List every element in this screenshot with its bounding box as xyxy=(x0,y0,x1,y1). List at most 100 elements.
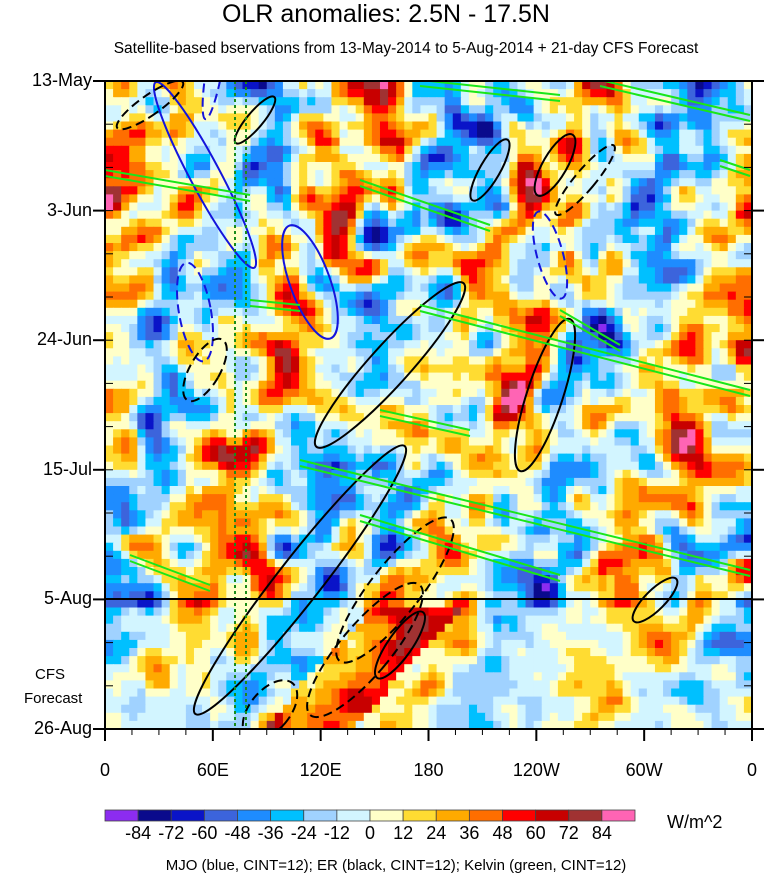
field-cell xyxy=(105,275,114,285)
field-cell xyxy=(218,210,227,220)
field-cell xyxy=(493,218,502,228)
field-cell xyxy=(258,315,268,325)
field-cell xyxy=(177,162,187,171)
field-cell xyxy=(250,380,260,390)
field-cell xyxy=(258,129,268,139)
field-cell xyxy=(291,526,300,536)
field-cell xyxy=(743,186,752,195)
field-cell xyxy=(493,372,502,382)
field-cell xyxy=(129,186,138,195)
field-cell xyxy=(185,364,195,374)
field-cell xyxy=(525,153,535,163)
field-cell xyxy=(363,405,373,414)
field-cell xyxy=(331,429,341,438)
field-cell xyxy=(525,364,535,374)
field-cell xyxy=(654,510,664,519)
field-cell xyxy=(735,243,745,252)
field-cell xyxy=(339,234,349,244)
field-cell xyxy=(210,251,219,260)
field-cell xyxy=(315,356,324,366)
field-cell xyxy=(598,413,608,422)
field-cell xyxy=(266,218,276,228)
field-cell xyxy=(452,226,462,236)
field-cell xyxy=(202,186,211,195)
field-cell xyxy=(638,437,648,447)
field-cell xyxy=(711,170,721,179)
field-cell xyxy=(282,380,292,390)
field-cell xyxy=(687,291,696,301)
field-cell xyxy=(646,89,656,98)
field-cell xyxy=(477,405,486,414)
field-cell xyxy=(525,210,535,220)
field-cell xyxy=(622,526,632,536)
field-cell xyxy=(282,340,292,349)
field-cell xyxy=(315,445,324,455)
field-cell xyxy=(347,372,357,382)
field-cell xyxy=(598,567,608,576)
field-cell xyxy=(202,259,211,268)
field-cell xyxy=(331,162,341,171)
field-cell xyxy=(525,89,535,98)
field-cell xyxy=(234,380,244,390)
field-cell xyxy=(315,299,324,309)
field-cell xyxy=(339,121,349,131)
field-cell xyxy=(533,291,543,301)
field-cell xyxy=(161,502,171,511)
field-cell xyxy=(590,421,599,430)
field-cell xyxy=(218,348,227,357)
field-cell xyxy=(695,275,705,285)
field-cell xyxy=(646,259,656,268)
field-cell xyxy=(460,121,470,131)
field-cell xyxy=(549,380,559,390)
field-cell xyxy=(679,550,688,560)
field-cell xyxy=(339,137,349,147)
field-cell xyxy=(606,145,616,155)
field-cell xyxy=(258,583,268,592)
field-cell xyxy=(711,356,721,366)
field-cell xyxy=(590,324,599,333)
field-cell xyxy=(727,388,737,398)
field-cell xyxy=(193,510,203,519)
field-cell xyxy=(161,153,171,163)
field-cell xyxy=(452,121,462,131)
field-cell xyxy=(743,340,752,349)
field-cell xyxy=(654,550,664,560)
field-cell xyxy=(452,324,462,333)
field-cell xyxy=(242,105,252,114)
field-cell xyxy=(379,291,389,301)
field-cell xyxy=(177,486,187,495)
field-cell xyxy=(420,162,430,171)
field-cell xyxy=(347,461,357,471)
field-cell xyxy=(509,421,519,430)
field-cell xyxy=(121,162,130,171)
field-cell xyxy=(460,234,470,244)
field-cell xyxy=(210,170,219,179)
field-cell xyxy=(719,259,729,268)
field-cell xyxy=(234,105,244,114)
field-cell xyxy=(468,226,478,236)
field-cell xyxy=(129,550,138,560)
field-cell xyxy=(590,567,599,576)
field-cell xyxy=(193,518,203,528)
field-cell xyxy=(315,121,324,131)
field-cell xyxy=(477,178,486,187)
field-cell xyxy=(687,210,696,220)
field-cell xyxy=(404,186,413,195)
field-cell xyxy=(703,502,713,511)
field-cell xyxy=(711,421,721,430)
field-cell xyxy=(501,299,510,309)
field-cell xyxy=(274,315,284,325)
field-cell xyxy=(218,307,227,317)
field-cell xyxy=(404,267,413,276)
field-cell xyxy=(687,453,696,463)
field-cell xyxy=(242,243,252,252)
field-cell xyxy=(315,259,324,268)
field-cell xyxy=(614,243,624,252)
field-cell xyxy=(137,518,147,528)
field-cell xyxy=(153,275,163,285)
field-cell xyxy=(105,97,114,106)
field-cell xyxy=(436,315,446,325)
field-cell xyxy=(363,461,373,471)
field-cell xyxy=(218,251,227,260)
field-cell xyxy=(679,283,688,293)
